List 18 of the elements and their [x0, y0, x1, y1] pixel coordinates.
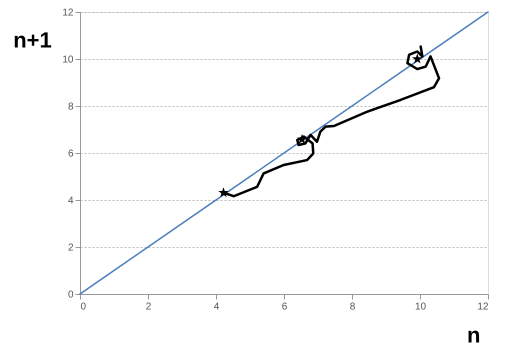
x-tick-label: 2: [146, 302, 152, 312]
point: [218, 187, 229, 198]
point: [412, 54, 422, 64]
x-tick-label: 8: [350, 302, 356, 312]
y-tick-label: 6: [68, 148, 74, 160]
x-tick-label: 4: [214, 302, 220, 312]
x-axis-title: n: [467, 322, 480, 348]
x-tick-label: 0: [80, 302, 86, 312]
y-tick-label: 10: [62, 54, 74, 66]
y-axis-title: n+1: [13, 28, 52, 52]
x-tick-label: 10: [414, 302, 426, 312]
y-tick-label: 2: [68, 242, 74, 254]
y-tick-label: 4: [68, 196, 74, 206]
x-tick-label: 12: [477, 302, 489, 312]
y-tick-label: 8: [68, 102, 74, 112]
y-tick-label: 12: [62, 8, 74, 18]
y-tick-label: 0: [68, 290, 74, 300]
x-tick-label: 6: [282, 302, 288, 312]
